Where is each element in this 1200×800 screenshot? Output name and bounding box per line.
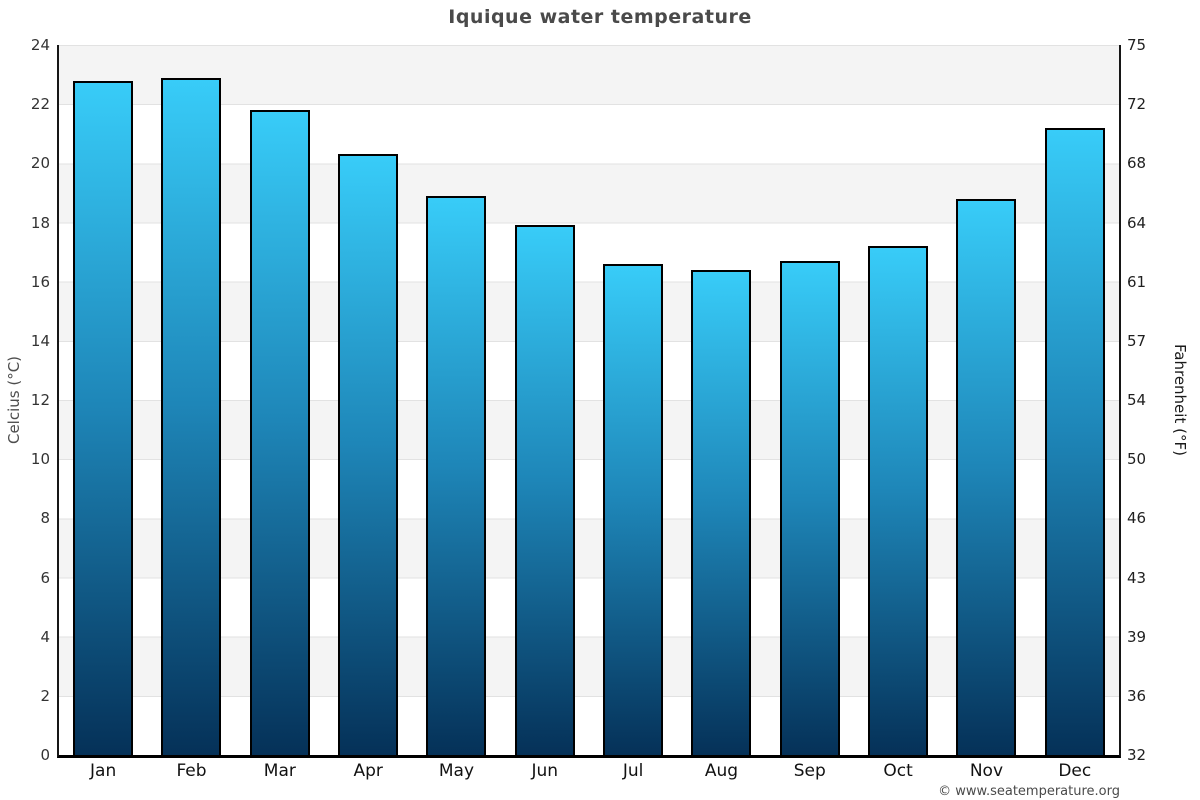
y-tick-celsius-10: 10 [30,450,50,469]
plot-area [57,45,1121,758]
bar-may [426,195,487,755]
copyright-text: © www.seatemperature.org [938,784,1120,799]
bar-nov [956,198,1017,755]
bar-slot-nov [942,45,1030,755]
bar-apr [338,154,399,755]
y-axis-title-fahrenheit: Fahrenheit (°F) [1171,344,1189,456]
bar-mar [249,110,310,755]
bar-slot-jan [59,45,147,755]
bar-slot-feb [147,45,235,755]
bar-slot-apr [324,45,412,755]
y-tick-celsius-4: 4 [40,627,50,646]
y-tick-fahrenheit-43: 43 [1127,568,1147,587]
x-tick-label-mar: Mar [263,761,296,781]
bar-slot-may [412,45,500,755]
y-tick-fahrenheit-39: 39 [1127,627,1147,646]
y-tick-fahrenheit-57: 57 [1127,331,1147,350]
x-tick-label-apr: Apr [353,761,383,781]
bar-slot-aug [677,45,765,755]
y-tick-fahrenheit-72: 72 [1127,95,1147,114]
bar-slot-oct [854,45,942,755]
y-tick-fahrenheit-36: 36 [1127,686,1147,705]
bar-aug [691,269,752,755]
x-tick-label-jun: Jun [531,761,559,781]
x-tick-label-sep: Sep [793,761,826,781]
y-tick-celsius-24: 24 [30,36,50,54]
bar-slot-mar [236,45,324,755]
bar-jul [603,263,664,755]
bar-oct [868,246,929,755]
y-tick-celsius-6: 6 [40,568,50,587]
x-axis-labels: Jan Feb Mar Apr May Jun Jul Aug Sep Oct Nov Dec [59,761,1119,781]
y-tick-fahrenheit-54: 54 [1127,391,1147,409]
y-tick-celsius-2: 2 [40,686,50,705]
x-tick-label-oct: Oct [883,761,913,781]
y-tick-fahrenheit-32: 32 [1127,746,1147,764]
bar-jun [514,225,575,755]
bar-slot-jun [501,45,589,755]
bar-slot-sep [766,45,854,755]
chart-title: Iquique water temperature [448,6,752,28]
y-tick-celsius-0: 0 [40,746,50,764]
y-tick-celsius-8: 8 [40,509,50,528]
y-tick-celsius-14: 14 [30,331,50,350]
x-tick-label-jan: Jan [90,761,117,781]
y-tick-fahrenheit-64: 64 [1127,213,1147,232]
x-tick-label-jul: Jul [622,761,644,781]
bar-slot-jul [589,45,677,755]
y-tick-fahrenheit-75: 75 [1127,36,1147,54]
y-tick-celsius-22: 22 [30,95,50,114]
y-tick-celsius-16: 16 [30,272,50,291]
x-tick-label-dec: Dec [1058,761,1092,781]
bar-dec [1044,127,1105,755]
y-tick-fahrenheit-68: 68 [1127,154,1147,173]
x-tick-label-may: May [438,761,475,781]
y-axis-title-celsius: Celcius (°C) [5,355,23,445]
x-tick-label-nov: Nov [969,761,1004,781]
bar-feb [161,77,222,755]
x-tick-label-aug: Aug [704,761,739,781]
bars-row [59,45,1119,755]
bar-sep [779,260,840,755]
y-tick-fahrenheit-46: 46 [1127,509,1147,528]
bar-jan [73,80,134,755]
y-tick-fahrenheit-50: 50 [1127,450,1147,469]
y-tick-celsius-18: 18 [30,213,50,232]
y-tick-celsius-12: 12 [30,391,50,409]
bar-slot-dec [1031,45,1119,755]
y-tick-celsius-20: 20 [30,154,50,173]
x-tick-label-feb: Feb [176,761,207,781]
y-tick-fahrenheit-61: 61 [1127,272,1147,291]
